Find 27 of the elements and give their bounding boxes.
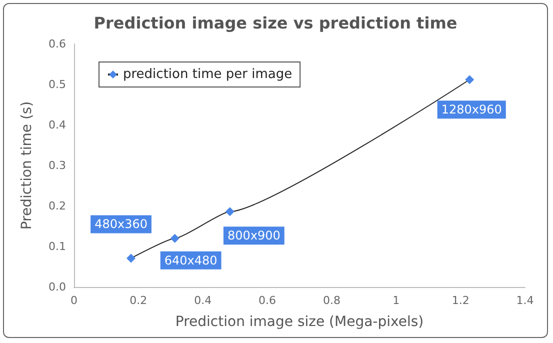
y-tick-label: 0.1 [48,240,66,253]
annotation: 1280x960 [441,102,502,117]
point [126,254,136,263]
y-tick-label: 0.0 [48,280,66,294]
chart-title: Prediction image size vs prediction time [94,14,458,32]
x-tick-label: 1 [392,294,400,307]
x-tick-label: 0.8 [322,294,340,307]
point [465,75,474,84]
y-tick-label: 0.2 [48,200,66,212]
x-tick-label: 0 [70,294,78,307]
x-axis-title: Prediction image size (Mega-pixels) [175,314,424,330]
x-tick-label: 0.6 [258,294,276,307]
annotation: 480x360 [94,217,148,232]
y-axis-title: Prediction time (s) [19,101,35,230]
point [170,234,180,243]
x-tick-label: 1.2 [452,294,470,307]
annotation: 800x900 [227,228,280,243]
x-tick-label: 1.4 [516,294,534,307]
annotation: 640x480 [164,253,218,268]
y-tick-label: 0.3 [48,159,66,172]
x-tick-label: 0.2 [130,294,148,307]
y-tick-label: 0.5 [48,78,66,91]
y-tick-label: 0.4 [48,118,66,132]
y-tick-label: 0.6 [48,38,66,50]
legend-label: prediction time per image [123,67,292,82]
x-tick-label: 0.4 [194,294,212,307]
point [225,207,234,216]
